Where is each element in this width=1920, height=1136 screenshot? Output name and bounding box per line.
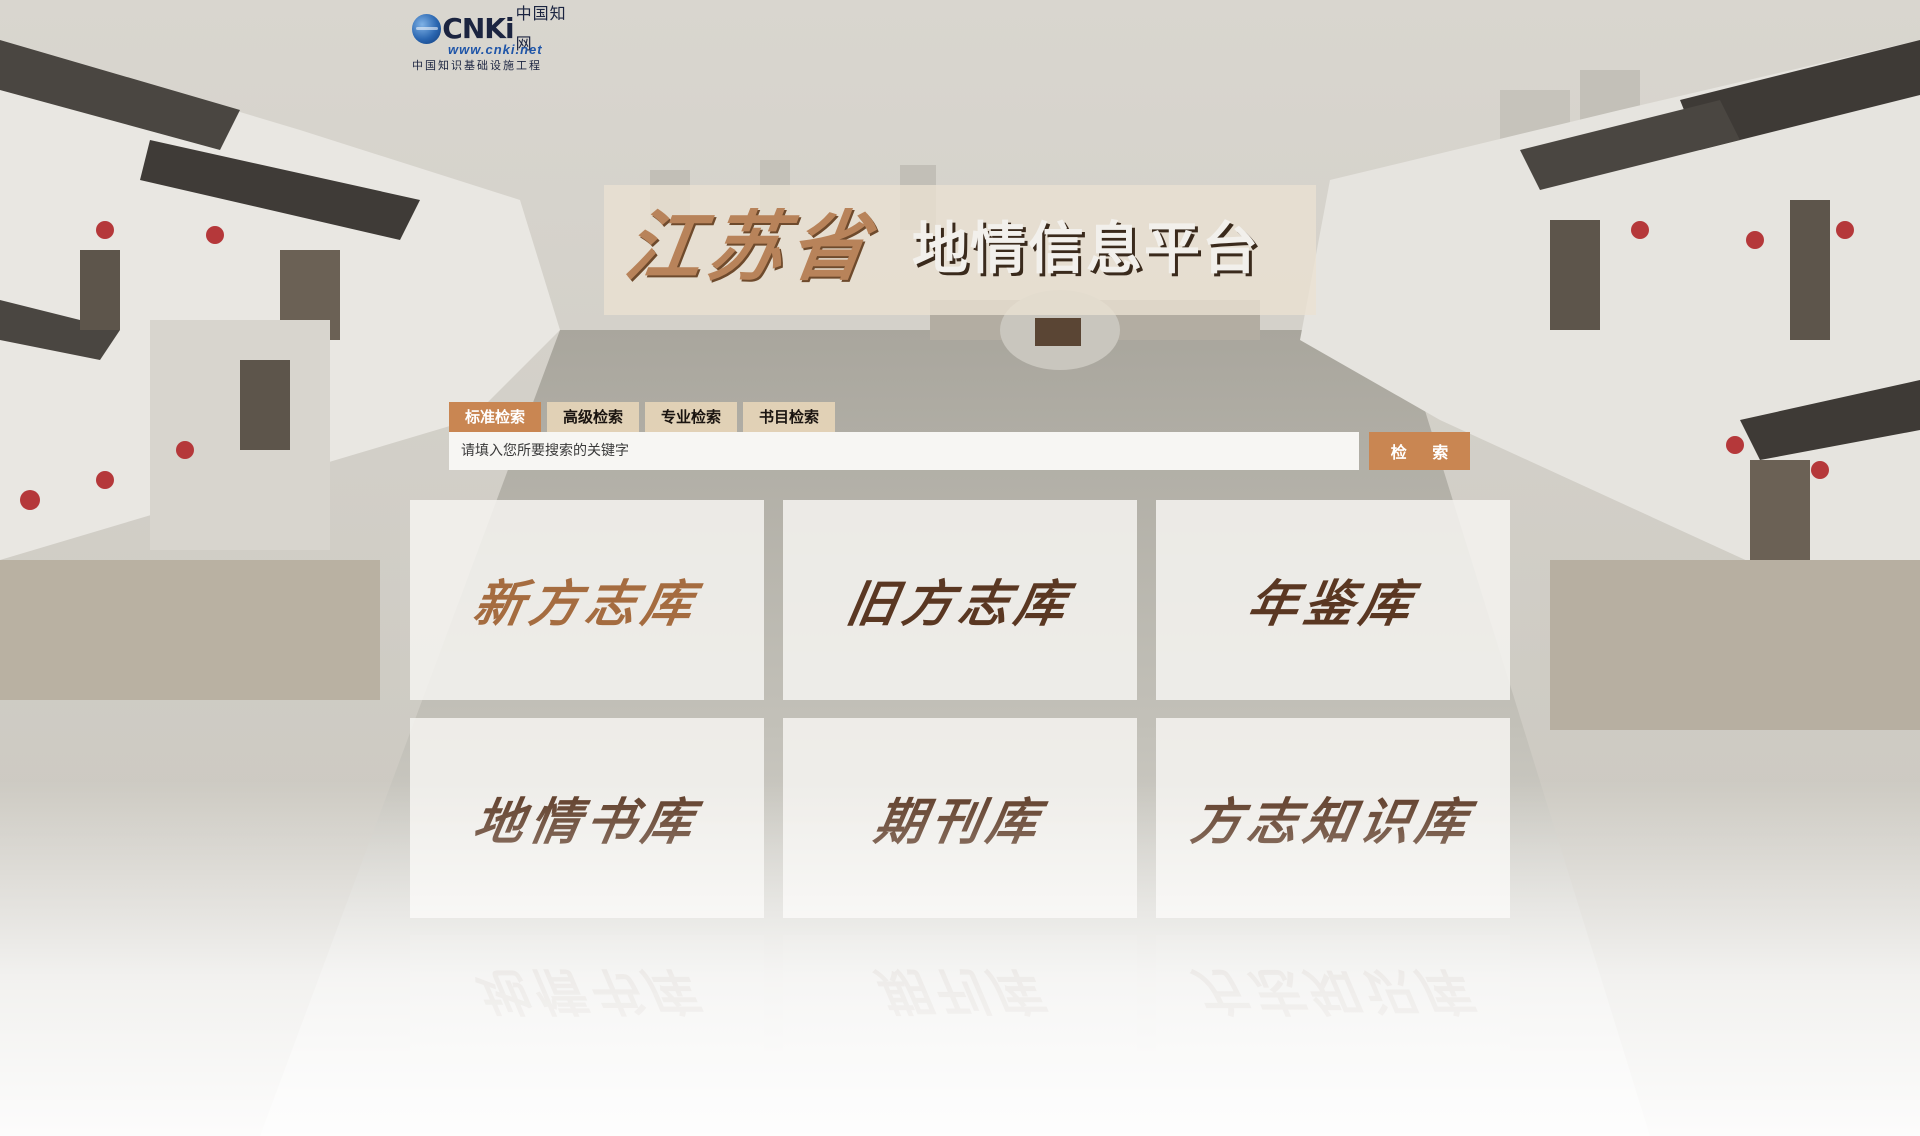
brand-row: CNKi 中国知网: [412, 4, 582, 53]
brand-name-cn: 中国知网: [515, 4, 567, 53]
library-tile-old-gazetteer[interactable]: 旧方志库: [783, 500, 1137, 700]
library-label: 旧方志库: [842, 574, 1077, 633]
title-panel: 江苏省 地情信息平台: [604, 185, 1316, 315]
search-bar: 检 索: [449, 432, 1470, 470]
library-label: 方志知识库: [1187, 792, 1478, 851]
tab-advanced-search[interactable]: 高级检索: [547, 402, 640, 432]
site-url: www.cnki.net: [448, 42, 543, 57]
cnki-globe-icon: [412, 14, 442, 44]
library-tile-gazetteer-knowledge[interactable]: 方志知识库: [1156, 718, 1510, 918]
library-label: 年鉴库: [1243, 574, 1422, 633]
brand-name: CNKi: [442, 12, 514, 45]
search-tabs: 标准检索 高级检索 专业检索 书目检索: [449, 402, 841, 432]
library-tile-yearbook[interactable]: 年鉴库: [1156, 500, 1510, 700]
library-label: 地情书库: [469, 792, 704, 851]
library-tile-journals[interactable]: 期刊库: [783, 718, 1137, 918]
page-title-platform: 地情信息平台: [912, 217, 1260, 282]
tab-professional-search[interactable]: 专业检索: [645, 402, 738, 432]
page-title-province: 江苏省: [619, 202, 879, 291]
logo-subtitle: 中国知识基础设施工程: [412, 59, 542, 72]
search-button[interactable]: 检 索: [1369, 432, 1470, 470]
search-input[interactable]: [449, 432, 1359, 470]
tab-standard-search[interactable]: 标准检索: [449, 402, 542, 432]
library-label: 新方志库: [469, 574, 704, 633]
library-grid: 新方志库 旧方志库 年鉴库 地情书库 期刊库 方志知识库: [410, 500, 1510, 918]
cnki-logo[interactable]: CNKi 中国知网 www.cnki.net 中国知识基础设施工程: [412, 4, 582, 72]
library-tile-new-gazetteer[interactable]: 新方志库: [410, 500, 764, 700]
library-tile-local-books[interactable]: 地情书库: [410, 718, 764, 918]
tab-catalog-search[interactable]: 书目检索: [743, 402, 836, 432]
library-label: 期刊库: [870, 792, 1049, 851]
